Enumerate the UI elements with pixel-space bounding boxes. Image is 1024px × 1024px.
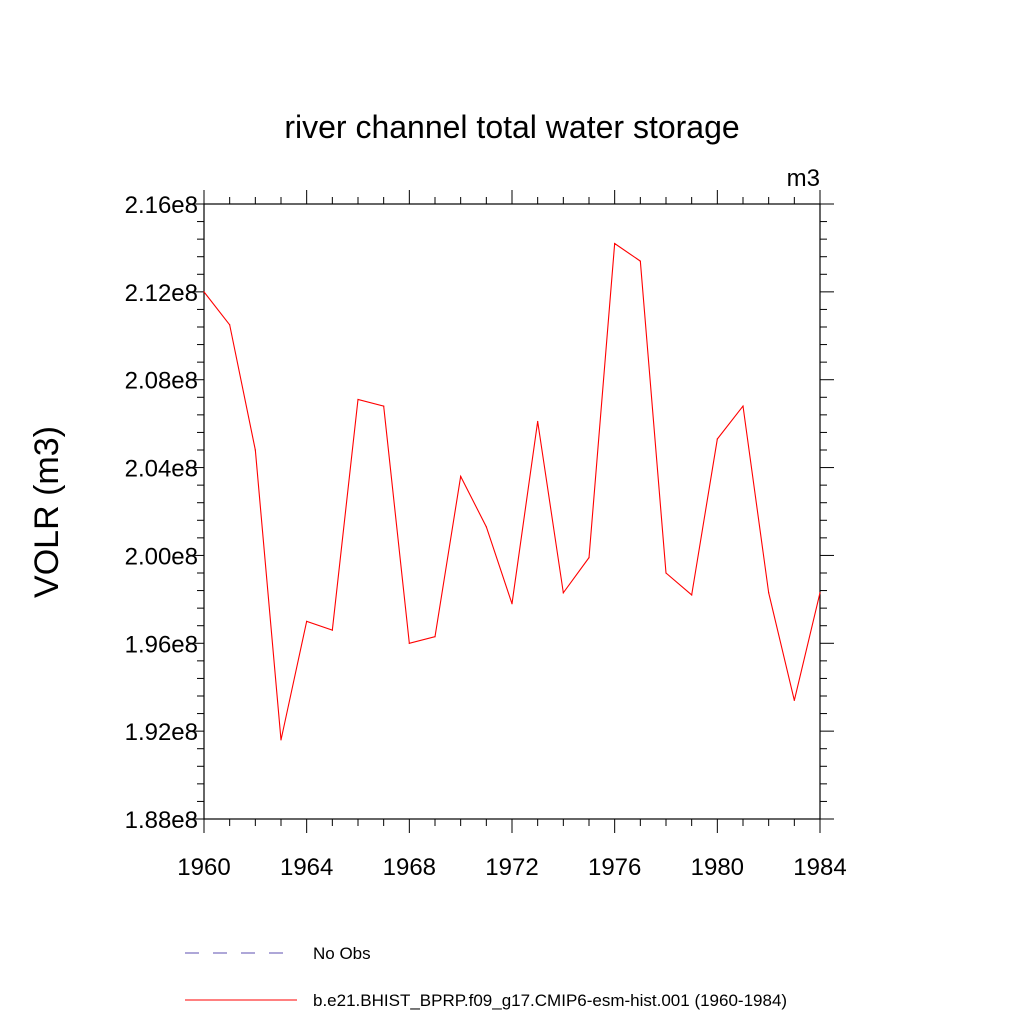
data-point xyxy=(819,592,821,594)
chart-title: river channel total water storage xyxy=(284,109,739,145)
data-point xyxy=(793,699,795,701)
data-point xyxy=(716,438,718,440)
x-tick-label: 1960 xyxy=(177,854,230,881)
x-tick-label: 1980 xyxy=(691,854,744,881)
data-point xyxy=(588,557,590,559)
data-point xyxy=(460,475,462,477)
x-tick-label: 1984 xyxy=(793,854,846,881)
data-point xyxy=(665,572,667,574)
legend-label-no-obs: No Obs xyxy=(313,944,371,963)
data-point xyxy=(331,629,333,631)
data-point xyxy=(537,420,539,423)
x-tick-label: 1964 xyxy=(280,854,333,881)
data-point xyxy=(408,642,410,644)
legend-label-model-run: b.e21.BHIST_BPRP.f09_g17.CMIP6-esm-hist.… xyxy=(313,991,787,1010)
data-point xyxy=(691,594,693,596)
data-point xyxy=(614,242,616,245)
data-point xyxy=(434,636,436,638)
x-tick-label: 1968 xyxy=(383,854,436,881)
data-point xyxy=(306,620,308,622)
data-point xyxy=(742,405,744,407)
axis-ticks xyxy=(190,190,834,833)
series-lines xyxy=(203,242,821,741)
y-tick-label: 1.88e8 xyxy=(125,807,198,834)
units-label: m3 xyxy=(787,165,820,192)
data-point xyxy=(485,526,487,528)
data-point xyxy=(639,260,641,262)
legend: No Obs b.e21.BHIST_BPRP.f09_g17.CMIP6-es… xyxy=(185,944,787,1010)
plot-border xyxy=(203,203,821,820)
data-point xyxy=(562,592,564,594)
axis-tick-labels: 1960 1964 1968 1972 1976 1980 1984 1.88e8 1.92e8… xyxy=(125,192,847,881)
x-tick-label: 1972 xyxy=(485,854,538,881)
data-point xyxy=(383,405,385,407)
y-tick-label: 1.92e8 xyxy=(125,719,198,746)
y-tick-label: 2.12e8 xyxy=(125,280,198,307)
data-point xyxy=(254,449,256,451)
y-tick-label: 1.96e8 xyxy=(125,631,198,658)
y-axis-label: VOLR (m3) xyxy=(28,426,66,598)
y-tick-label: 2.04e8 xyxy=(125,456,198,483)
x-tick-label: 1976 xyxy=(588,854,641,881)
plot-frame xyxy=(203,203,821,820)
data-point xyxy=(511,603,513,605)
data-point xyxy=(203,291,205,293)
y-tick-label: 2.16e8 xyxy=(125,192,198,219)
data-point xyxy=(357,398,359,401)
y-tick-label: 2.00e8 xyxy=(125,543,198,570)
data-point xyxy=(229,324,231,326)
y-tick-label: 2.08e8 xyxy=(125,368,198,395)
series-line-1 xyxy=(203,242,821,741)
data-point xyxy=(280,739,282,741)
data-point xyxy=(768,592,770,594)
